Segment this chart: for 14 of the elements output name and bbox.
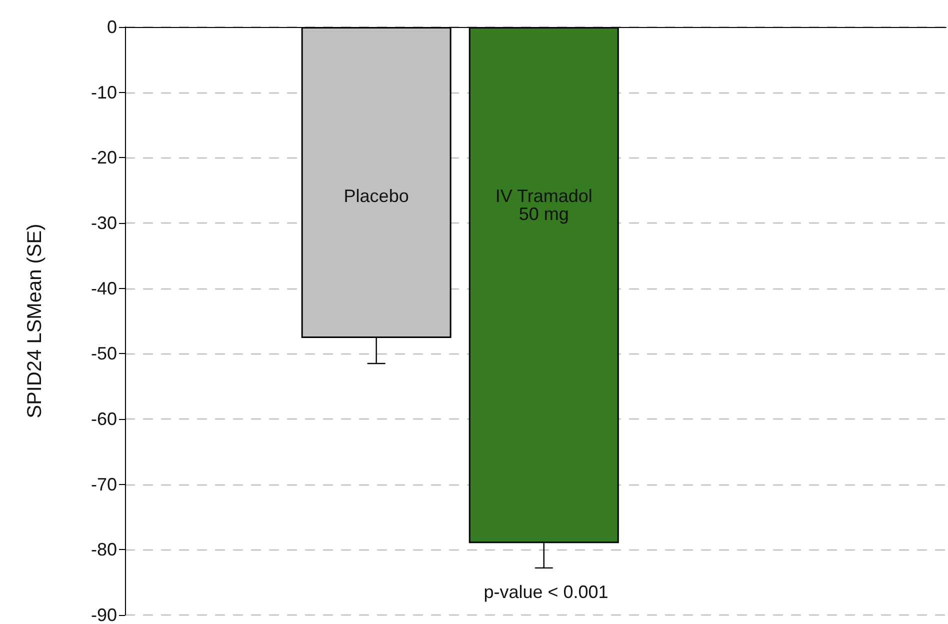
x-tick-label: IV Tramadol 50 mg [495, 186, 592, 224]
y-tick-label: -30 [90, 213, 117, 233]
y-axis-title: SPID24 LSMean (SE) [24, 224, 46, 418]
y-tick-label: 0 [106, 17, 117, 37]
y-tick-label: -40 [90, 278, 117, 298]
annotation: p-value < 0.001 [484, 582, 608, 602]
x-tick-label: Placebo [344, 186, 409, 206]
y-tick-label: -20 [90, 148, 117, 168]
y-tick-label: -70 [90, 474, 117, 494]
y-tick-label: -90 [90, 605, 117, 624]
y-tick-label: -50 [90, 344, 117, 364]
y-tick-label: -60 [90, 409, 117, 429]
y-tick-label: -10 [90, 82, 117, 102]
y-tick-label: -80 [90, 540, 117, 560]
